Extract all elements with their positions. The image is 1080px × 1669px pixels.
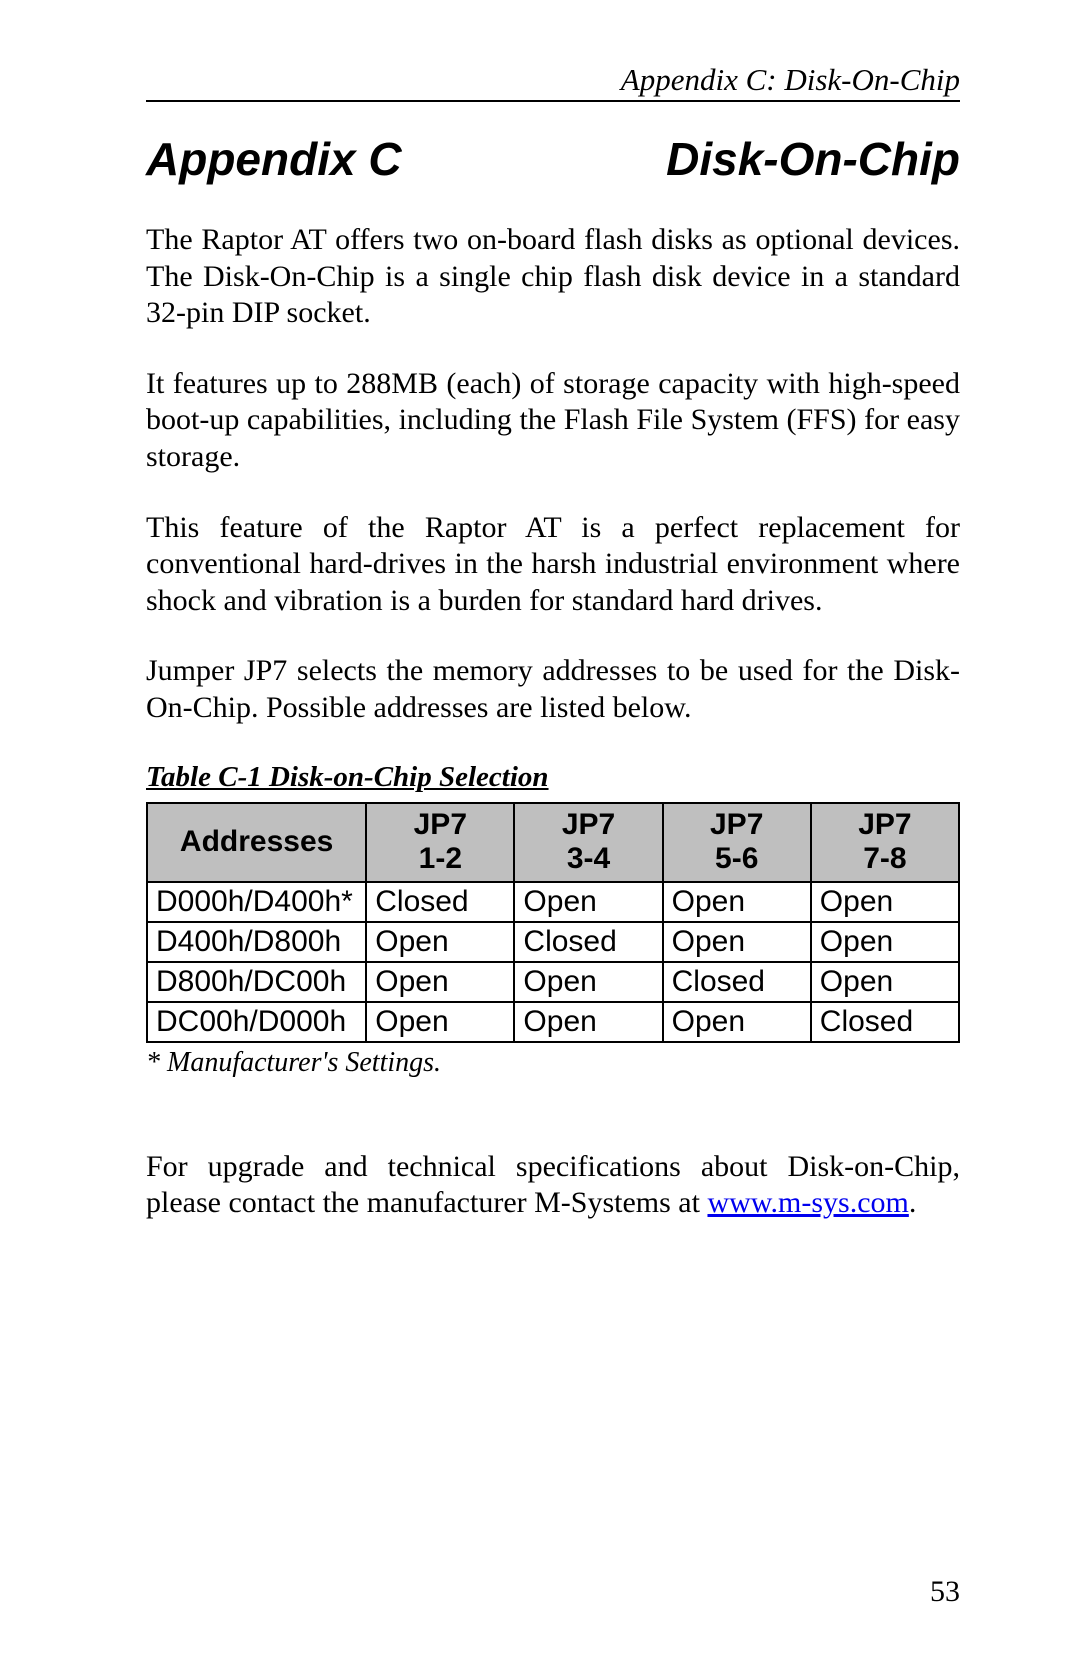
cell-address: D800h/DC00h: [147, 962, 366, 1002]
cell-jp7-56: Open: [663, 1002, 811, 1042]
title-right: Disk-On-Chip: [666, 132, 960, 186]
table-footnote: * Manufacturer's Settings.: [146, 1047, 960, 1079]
page-title-row: Appendix C Disk-On-Chip: [146, 132, 960, 186]
cell-jp7-56: Open: [663, 922, 811, 962]
cell-jp7-34: Open: [514, 1002, 662, 1042]
jumper-table: Addresses JP7 1-2 JP7 3-4 JP7 5-6 JP7 7-…: [146, 802, 960, 1043]
table-header-row: Addresses JP7 1-2 JP7 3-4 JP7 5-6 JP7 7-…: [147, 803, 959, 882]
table-caption: Table C-1 Disk-on-Chip Selection: [146, 761, 960, 794]
cell-jp7-78: Closed: [811, 1002, 959, 1042]
cell-jp7-12: Closed: [366, 882, 514, 922]
table-row: D000h/D400h* Closed Open Open Open: [147, 882, 959, 922]
cell-jp7-56: Closed: [663, 962, 811, 1002]
page: Appendix C: Disk-On-Chip Appendix C Disk…: [0, 0, 1080, 1669]
title-left: Appendix C: [146, 132, 402, 186]
cell-jp7-78: Open: [811, 882, 959, 922]
paragraph-1: The Raptor AT offers two on-board flash …: [146, 222, 960, 332]
table-row: DC00h/D000h Open Open Open Closed: [147, 1002, 959, 1042]
cell-jp7-12: Open: [366, 962, 514, 1002]
cell-jp7-34: Open: [514, 962, 662, 1002]
contact-post: .: [909, 1186, 917, 1219]
cell-jp7-34: Closed: [514, 922, 662, 962]
contact-paragraph: For upgrade and technical specifications…: [146, 1149, 960, 1222]
table-row: D800h/DC00h Open Open Closed Open: [147, 962, 959, 1002]
cell-jp7-12: Open: [366, 922, 514, 962]
paragraph-4: Jumper JP7 selects the memory addresses …: [146, 653, 960, 726]
table-row: D400h/D800h Open Closed Open Open: [147, 922, 959, 962]
col-header-addresses: Addresses: [147, 803, 366, 882]
manufacturer-link[interactable]: www.m-sys.com: [707, 1186, 908, 1219]
paragraph-2: It features up to 288MB (each) of storag…: [146, 366, 960, 476]
col-header-jp7-34: JP7 3-4: [514, 803, 662, 882]
cell-address: DC00h/D000h: [147, 1002, 366, 1042]
cell-jp7-78: Open: [811, 962, 959, 1002]
paragraph-3: This feature of the Raptor AT is a perfe…: [146, 510, 960, 620]
cell-jp7-78: Open: [811, 922, 959, 962]
cell-jp7-56: Open: [663, 882, 811, 922]
running-head: Appendix C: Disk-On-Chip: [146, 62, 960, 102]
page-number: 53: [930, 1575, 960, 1609]
col-header-jp7-12: JP7 1-2: [366, 803, 514, 882]
cell-jp7-12: Open: [366, 1002, 514, 1042]
cell-jp7-34: Open: [514, 882, 662, 922]
cell-address: D400h/D800h: [147, 922, 366, 962]
col-header-jp7-78: JP7 7-8: [811, 803, 959, 882]
col-header-jp7-56: JP7 5-6: [663, 803, 811, 882]
cell-address: D000h/D400h*: [147, 882, 366, 922]
